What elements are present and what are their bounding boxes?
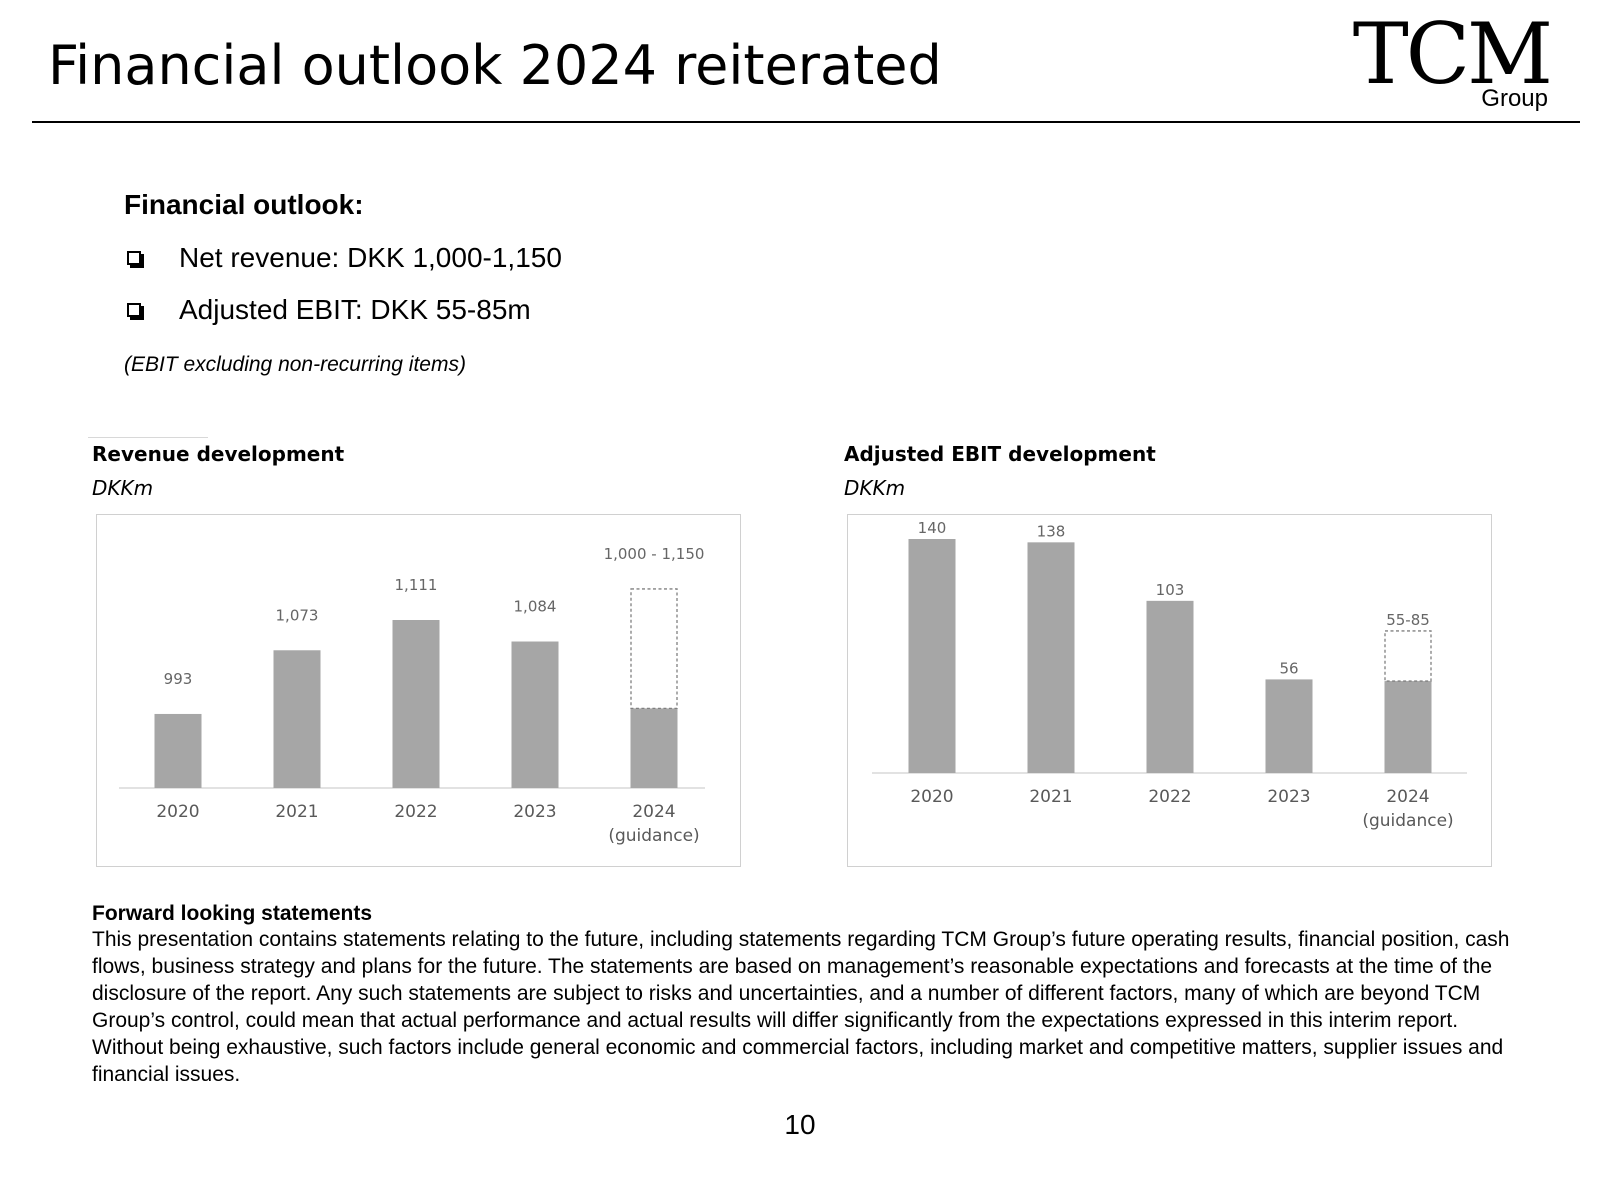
- data-label: 103: [1156, 581, 1185, 599]
- data-label: 1,000 - 1,150: [604, 545, 705, 563]
- revenue-chart: 993 2020 1,073 2021 1,111 2022 1,084 2023 1,000 …: [96, 514, 741, 867]
- bar: [1146, 600, 1194, 773]
- revenue-chart-svg: 993 2020 1,073 2021 1,111 2022 1,084 2023 1,000 …: [119, 545, 705, 846]
- bar: [1384, 681, 1432, 773]
- guidance-range-box: [1384, 630, 1432, 682]
- bar: [630, 708, 678, 788]
- bar: [273, 650, 321, 788]
- category-sublabel: (guidance): [1362, 811, 1453, 831]
- outlook-item-ebit: Adjusted EBIT: DKK 55-85m: [124, 292, 531, 328]
- ebit-chart-unit: DKKm: [844, 476, 906, 500]
- bar: [1027, 542, 1075, 773]
- category-label: 2020: [910, 787, 953, 807]
- category-label: 2023: [1267, 787, 1310, 807]
- bar: [908, 539, 956, 773]
- forward-looking-body: This presentation contains statements re…: [92, 928, 1510, 1086]
- decorative-line: [88, 437, 208, 438]
- bar: [511, 641, 559, 788]
- data-label: 56: [1279, 659, 1298, 677]
- data-label: 1,084: [514, 598, 557, 616]
- ebit-chart-title: Adjusted EBIT development: [844, 442, 1156, 466]
- page-number: 10: [784, 1109, 816, 1140]
- ebit-chart: 140 2020 138 2021 103 2022 56 2023 55-85 2024 (gui…: [847, 514, 1492, 867]
- outlook-heading: Financial outlook:: [124, 189, 364, 220]
- category-label: 2021: [1029, 787, 1072, 807]
- category-label: 2022: [394, 802, 437, 822]
- outlook-note: (EBIT excluding non-recurring items): [124, 353, 466, 376]
- data-label: 140: [918, 519, 947, 537]
- data-label: 55-85: [1386, 611, 1430, 629]
- outlook-item-label: Adjusted EBIT: DKK 55-85m: [179, 294, 531, 325]
- checkbox-bullet-icon: [127, 251, 141, 265]
- revenue-chart-unit: DKKm: [92, 476, 154, 500]
- category-label: 2024: [632, 802, 675, 822]
- revenue-chart-title: Revenue development: [92, 442, 345, 466]
- data-label: 1,073: [276, 606, 319, 624]
- company-logo-subtitle: Group: [1481, 85, 1548, 112]
- data-label: 1,111: [395, 576, 438, 594]
- page-title: Financial outlook 2024 reiterated: [48, 34, 942, 97]
- outlook-item-revenue: Net revenue: DKK 1,000-1,150: [124, 240, 562, 276]
- ebit-chart-svg: 140 2020 138 2021 103 2022 56 2023 55-85 2024 (gui…: [872, 519, 1467, 831]
- bar: [392, 620, 440, 788]
- category-label: 2024: [1386, 787, 1429, 807]
- data-label: 138: [1037, 522, 1066, 540]
- category-label: 2021: [275, 802, 318, 822]
- category-sublabel: (guidance): [608, 826, 699, 846]
- checkbox-bullet-icon: [127, 303, 141, 317]
- bar: [154, 713, 202, 788]
- category-label: 2020: [156, 802, 199, 822]
- bar: [1265, 679, 1313, 773]
- title-divider: [32, 121, 1580, 123]
- category-label: 2023: [513, 802, 556, 822]
- category-label: 2022: [1148, 787, 1191, 807]
- forward-looking-heading: Forward looking statements: [92, 902, 373, 925]
- data-label: 993: [164, 670, 193, 688]
- company-logo: TCM: [1352, 5, 1553, 103]
- outlook-item-label: Net revenue: DKK 1,000-1,150: [179, 242, 562, 273]
- guidance-range-box: [630, 588, 678, 710]
